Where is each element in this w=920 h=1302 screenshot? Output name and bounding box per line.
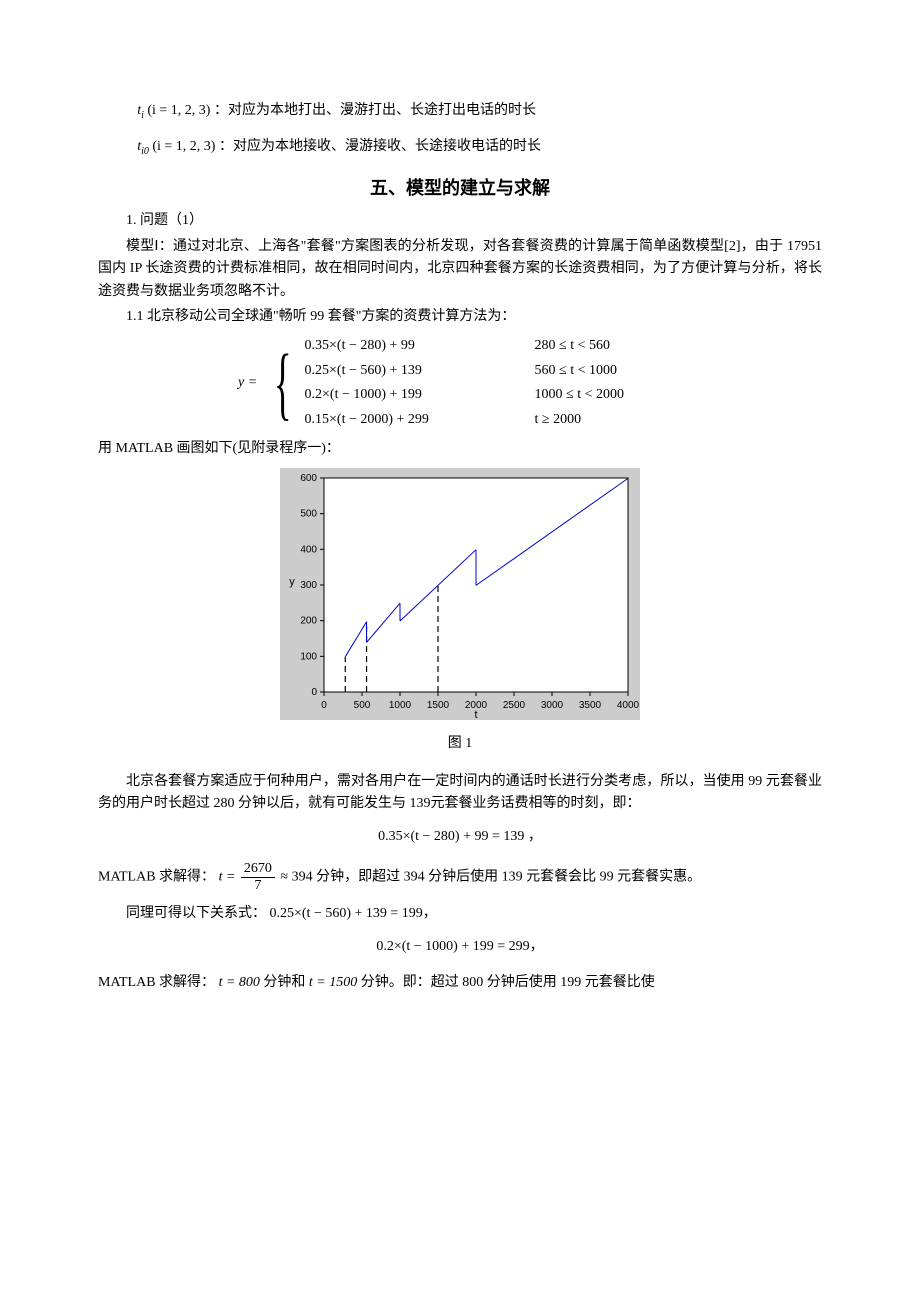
piecewise-expr: 0.25×(t − 560) + 139 [305, 359, 505, 383]
paragraph-1-1: 1.1 北京移动公司全球通"畅听 99 套餐"方案的资费计算方法为： [98, 306, 822, 328]
def-text-2: ：对应为本地接收、漫游接收、长途接收电话的时长 [219, 139, 541, 154]
t800: t = 800 [219, 975, 260, 990]
p5a: MATLAB 求解得： [98, 870, 215, 885]
cond-1: (i = 1, 2, 3) [147, 103, 210, 118]
svg-text:100: 100 [300, 652, 317, 663]
svg-text:0: 0 [321, 700, 327, 711]
piecewise-row: 0.2×(t − 1000) + 199 1000 ≤ t < 2000 [305, 383, 675, 407]
p5d: 分钟后使用 139 元套餐会比 99 元套餐实惠。 [428, 870, 701, 885]
piecewise-row: 0.25×(t − 560) + 139 560 ≤ t < 1000 [305, 359, 675, 383]
subscript-i: i [141, 110, 144, 121]
definition-line-2: ti0 (i = 1, 2, 3) ：对应为本地接收、漫游接收、长途接收电话的时… [137, 136, 822, 160]
page: ti (i = 1, 2, 3) ：对应为本地打出、漫游打出、长途打出电话的时长… [0, 0, 920, 1302]
p7c: 分钟。即：超过 [361, 975, 459, 990]
svg-text:y: y [289, 576, 295, 588]
paragraph-solve-2: MATLAB 求解得： t = 800 分钟和 t = 1500 分钟。即：超过… [98, 972, 822, 994]
svg-text:t: t [474, 709, 477, 720]
svg-text:200: 200 [300, 616, 317, 627]
svg-text:4000: 4000 [617, 700, 640, 711]
svg-text:3000: 3000 [541, 700, 564, 711]
svg-text:0: 0 [311, 687, 317, 698]
piecewise-cond: t ≥ 2000 [505, 408, 675, 432]
piecewise-lhs: y = [238, 372, 257, 394]
svg-text:1500: 1500 [427, 700, 450, 711]
piecewise-expr: 0.2×(t − 1000) + 199 [305, 383, 505, 407]
piecewise-row: 0.15×(t − 2000) + 299 t ≥ 2000 [305, 408, 675, 432]
svg-text:1000: 1000 [389, 700, 412, 711]
frac-lhs: t = [219, 870, 236, 885]
piecewise-cond: 560 ≤ t < 1000 [505, 359, 675, 383]
section-heading: 五、模型的建立与求解 [98, 174, 822, 203]
equation-3: 0.2×(t − 1000) + 199 = 299， [98, 936, 822, 958]
p5b: 分钟，即超过 [316, 870, 400, 885]
left-brace-icon: { [274, 342, 292, 424]
piecewise-function: y = { 0.35×(t − 280) + 99 280 ≤ t < 560 … [238, 334, 822, 432]
p7a: MATLAB 求解得： [98, 975, 215, 990]
chart-container: 0500100015002000250030003500400001002003… [280, 468, 640, 728]
paragraph-problem: 1. 问题（1） [98, 210, 822, 232]
figure-caption: 图 1 [98, 733, 822, 755]
svg-text:500: 500 [354, 700, 371, 711]
cond-2: (i = 1, 2, 3) [152, 139, 215, 154]
piecewise-table: 0.35×(t − 280) + 99 280 ≤ t < 560 0.25×(… [305, 334, 675, 432]
piecewise-row: 0.35×(t − 280) + 99 280 ≤ t < 560 [305, 334, 675, 358]
subscript-i0: i0 [141, 146, 149, 157]
fraction-num: 2670 [241, 862, 275, 878]
p7d: 分钟后使用 199 元套餐比使 [487, 975, 655, 990]
approx-value: ≈ 394 [280, 870, 312, 885]
svg-text:600: 600 [300, 473, 317, 484]
matlab-note: 用 MATLAB 画图如下(见附录程序一)： [98, 438, 822, 460]
piecewise-expr: 0.35×(t − 280) + 99 [305, 334, 505, 358]
definition-line-1: ti (i = 1, 2, 3) ：对应为本地打出、漫游打出、长途打出电话的时长 [137, 100, 822, 124]
piecewise-cond: 1000 ≤ t < 2000 [505, 383, 675, 407]
equation-1: 0.35×(t − 280) + 99 = 139 ， [98, 826, 822, 848]
svg-text:400: 400 [300, 545, 317, 556]
p7v: 800 [462, 975, 483, 990]
fraction: 2670 7 [241, 862, 275, 893]
piecewise-expr: 0.15×(t − 2000) + 299 [305, 408, 505, 432]
svg-text:3500: 3500 [579, 700, 602, 711]
paragraph-likewise: 同理可得以下关系式： 0.25×(t − 560) + 139 = 199， [98, 903, 822, 925]
eq3: 0.2×(t − 1000) + 199 = 299 [376, 939, 529, 954]
svg-text:2500: 2500 [503, 700, 526, 711]
piecewise-cond: 280 ≤ t < 560 [505, 334, 675, 358]
paragraph-model: 模型Ⅰ：通过对北京、上海各"套餐"方案图表的分析发现，对各套餐资费的计算属于简单… [98, 236, 822, 303]
svg-text:300: 300 [300, 580, 317, 591]
eq2: 0.25×(t − 560) + 139 = 199 [270, 906, 423, 921]
p7b: 分钟和 [263, 975, 305, 990]
t1500: t = 1500 [309, 975, 357, 990]
p6a: 同理可得以下关系式： [126, 906, 266, 921]
paragraph-solve-1: MATLAB 求解得： t = 2670 7 ≈ 394 分钟，即超过 394 … [98, 862, 822, 893]
eq2-tail: ， [423, 906, 437, 921]
p5c: 394 [404, 870, 425, 885]
fraction-den: 7 [241, 878, 275, 893]
svg-text:500: 500 [300, 509, 317, 520]
def-text-1: ：对应为本地打出、漫游打出、长途打出电话的时长 [214, 103, 536, 118]
line-chart: 0500100015002000250030003500400001002003… [280, 468, 640, 720]
eq3-tail: ， [530, 939, 544, 954]
paragraph-analysis: 北京各套餐方案适应于何种用户，需对各用户在一定时间内的通话时长进行分类考虑，所以… [98, 771, 822, 816]
